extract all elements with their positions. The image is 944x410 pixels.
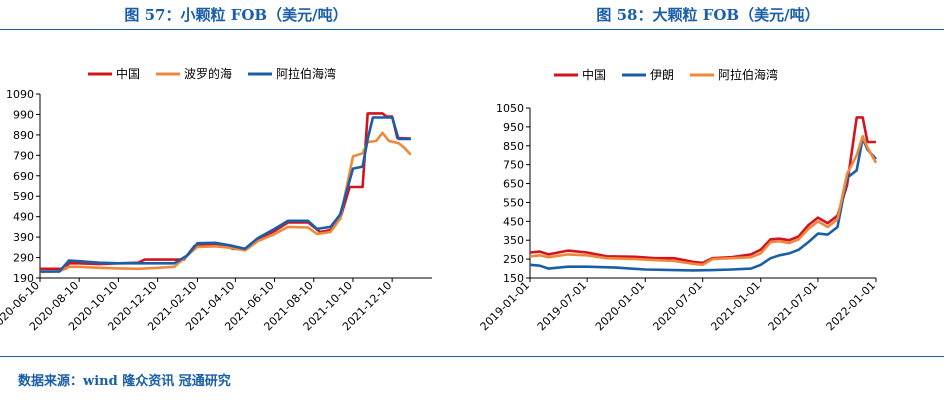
y-tick-label: 490 (13, 211, 34, 224)
top-divider (0, 29, 944, 30)
chart-large-granule-fob: 150 250 350 450 550 650 750 850 950 1050 2019-01-0… (478, 67, 878, 333)
source-note: 数据来源：wind 隆众资讯 冠通研究 (18, 374, 231, 389)
chart-small-granule-fob: 19029039049059069079089099010902020-06-1… (0, 66, 432, 333)
y-tick-label: 290 (13, 252, 34, 265)
y-tick-label: 650 (503, 178, 524, 191)
legend-label: 中国 (582, 67, 606, 82)
x-tick-label: 2020-07-01 (650, 279, 704, 333)
series-line-中国 (529, 116, 876, 265)
legend-label: 阿拉伯海湾 (276, 66, 336, 81)
chart-title-right: 图 58：大颗粒 FOB（美元/吨） (596, 6, 820, 24)
legend-label: 中国 (116, 66, 140, 81)
series-line-伊朗 (529, 136, 877, 272)
y-tick-label: 750 (503, 159, 524, 172)
y-tick-label: 1050 (496, 102, 524, 115)
legend-label: 伊朗 (650, 68, 674, 82)
y-tick-label: 790 (13, 149, 34, 162)
y-tick-label: 1090 (6, 88, 34, 101)
y-tick-label: 150 (503, 272, 524, 285)
y-tick-label: 850 (503, 140, 524, 153)
y-tick-label: 690 (13, 170, 34, 183)
legend-label: 阿拉伯海湾 (718, 67, 778, 82)
series-line-阿拉伯海湾 (40, 116, 411, 273)
y-tick-label: 350 (503, 234, 524, 247)
x-tick-label: 2019-01-01 (478, 279, 532, 333)
x-tick-label: 2022-01-01 (824, 279, 878, 333)
y-tick-label: 190 (13, 272, 34, 285)
series-line-阿拉伯海湾 (529, 135, 878, 267)
chart-title-left: 图 57：小颗粒 FOB（美元/吨） (124, 6, 348, 24)
x-tick-label: 2021-01-01 (708, 279, 762, 333)
y-tick-label: 890 (13, 129, 34, 142)
series-line-波罗的海 (39, 131, 412, 274)
y-tick-label: 950 (503, 121, 524, 134)
x-tick-label: 2019-07-01 (535, 279, 589, 333)
y-tick-label: 390 (13, 231, 34, 244)
y-tick-label: 250 (503, 253, 524, 266)
bottom-divider (0, 356, 944, 357)
x-tick-label: 2020-01-01 (593, 279, 647, 333)
x-tick-label: 2021-07-01 (766, 279, 820, 333)
y-tick-label: 450 (503, 215, 524, 228)
y-tick-label: 990 (13, 108, 34, 121)
y-tick-label: 550 (503, 196, 524, 209)
legend-label: 波罗的海 (184, 66, 232, 81)
y-tick-label: 590 (13, 190, 34, 203)
